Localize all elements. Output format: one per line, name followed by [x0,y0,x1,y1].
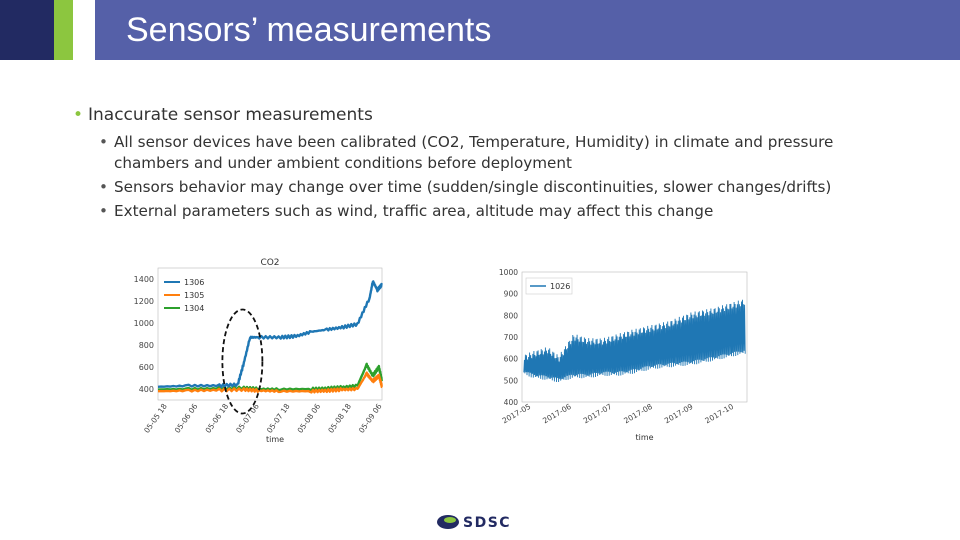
y-tick-label: 1000 [499,268,518,277]
bullet-list: Inaccurate sensor measurements All senso… [70,104,910,225]
y-tick-label: 400 [139,385,154,394]
legend-box [525,277,573,295]
x-tick-label: 05-08 06 [296,402,323,435]
chart-title: CO2 [260,258,279,268]
sdsc-logo-icon [437,515,459,529]
series-line-1305 [157,371,383,394]
y-tick-label: 500 [504,376,519,385]
sdsc-logo: SDSC [437,515,511,531]
chart-legend: 1306 1305 1304 [164,278,204,313]
y-tick-label: 1400 [134,275,154,284]
y-tick-label: 600 [139,363,154,372]
y-tick-label: 1000 [134,319,154,328]
y-tick-label: 600 [504,355,519,364]
sub-bullet: Sensors behavior may change over time (s… [96,177,910,198]
series-line-1026 [523,299,746,383]
series-line-1306 [157,280,383,389]
y-tick-label: 800 [504,311,519,320]
legend-label-1306: 1306 [184,278,204,287]
chart-legend: 1026 [525,277,573,295]
logo-text: SDSC [463,515,511,531]
main-bullet: Inaccurate sensor measurements [70,104,910,126]
x-tick-label: 2017-06 [541,402,573,426]
y-tick-label: 900 [504,290,519,299]
x-tick-label: 2017-08 [622,402,654,426]
x-tick-label: 2017-07 [582,402,614,426]
x-tick-label: 05-06 18 [203,402,230,435]
y-tick-label: 1200 [134,297,154,306]
y-tick-label: 700 [504,333,519,342]
x-tick-label: 2017-09 [663,402,695,426]
highlight-ellipse [221,308,264,415]
x-tick-label: 05-07 06 [234,402,261,435]
x-axis-label: time [266,435,284,444]
legend-label-1305: 1305 [184,291,204,300]
slide-title: Sensors’ measurements [126,11,492,49]
x-tick-label: 05-07 18 [265,402,292,435]
sub-bullet: All sensor devices have been calibrated … [96,132,910,174]
x-axis-label: time [635,433,653,442]
accent-bar-green [54,0,73,60]
x-tick-label: 05-05 18 [142,402,169,435]
legend-label-1304: 1304 [184,304,204,313]
x-tick-label: 05-09 06 [357,402,384,435]
y-tick-label: 400 [504,398,519,407]
accent-bar-white [73,0,95,60]
x-tick-label: 05-06 06 [173,402,200,435]
sub-bullet: External parameters such as wind, traffi… [96,201,910,222]
plot-frame [157,267,383,401]
plot-frame [521,271,748,403]
y-tick-label: 800 [139,341,154,350]
x-tick-label: 05-08 18 [326,402,353,435]
sub-bullet-list: All sensor devices have been calibrated … [70,132,910,222]
accent-bar-dark [0,0,54,60]
co2-chart: CO2 400 600 800 1000 1200 1400 05-05 18 05-06 06… [134,258,384,444]
title-bar: Sensors’ measurements [0,0,960,60]
legend-label-1026: 1026 [550,282,570,291]
x-tick-label: 2017-10 [703,402,735,426]
